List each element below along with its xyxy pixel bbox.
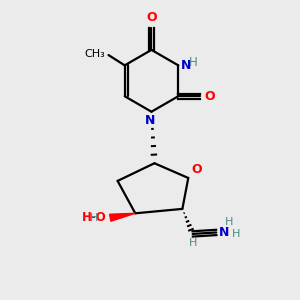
Text: H-O: H-O <box>82 211 107 224</box>
Polygon shape <box>110 213 135 221</box>
Text: O: O <box>146 11 157 24</box>
Text: O: O <box>205 90 215 103</box>
Text: H: H <box>232 229 240 239</box>
Text: H: H <box>224 217 233 227</box>
Text: CH₃: CH₃ <box>84 49 105 58</box>
Text: N: N <box>219 226 229 239</box>
Text: H: H <box>90 213 98 223</box>
Text: N: N <box>145 114 155 127</box>
Text: H: H <box>188 238 197 248</box>
Text: O: O <box>192 163 203 176</box>
Text: N: N <box>181 59 191 72</box>
Text: H: H <box>189 56 197 69</box>
